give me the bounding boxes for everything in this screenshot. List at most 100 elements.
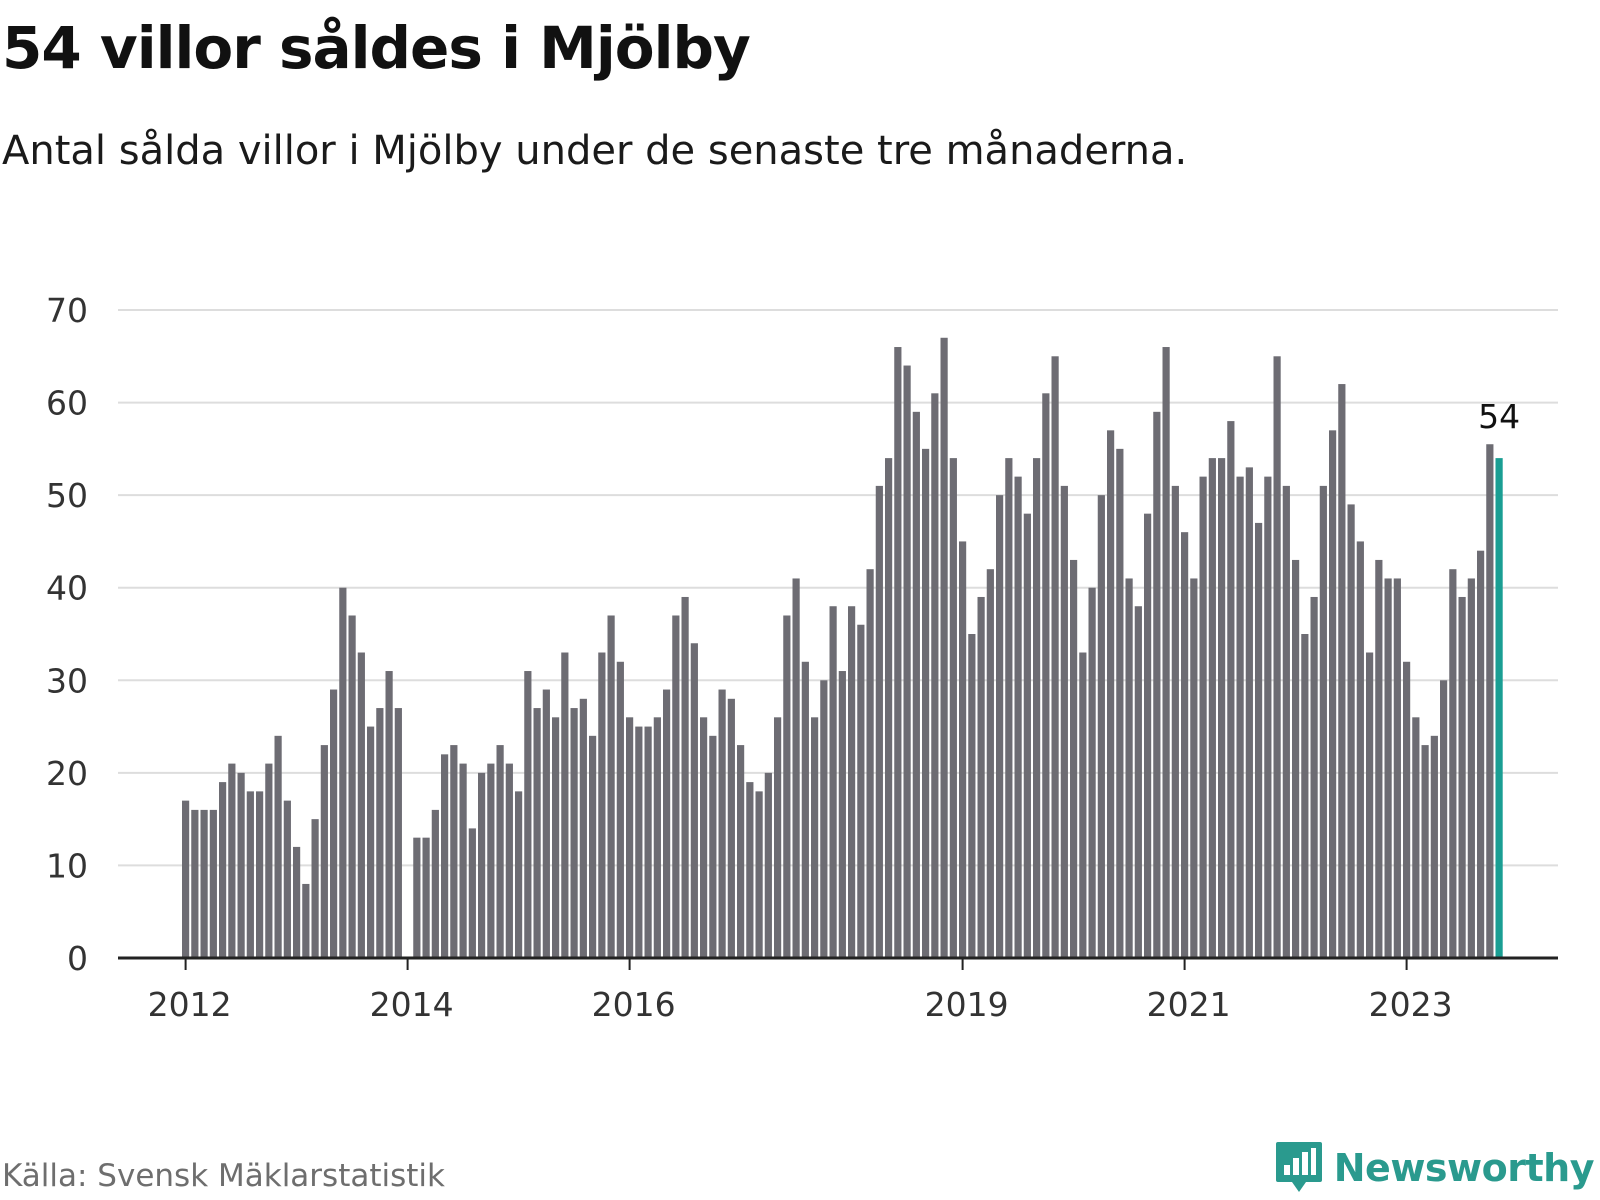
bar	[228, 763, 236, 958]
x-tick-label: 2023	[1369, 985, 1453, 1024]
bar	[1356, 541, 1364, 958]
bar	[1338, 384, 1346, 958]
bar	[894, 347, 902, 958]
bar	[1319, 485, 1327, 958]
bar	[274, 735, 282, 958]
bar	[505, 763, 513, 958]
bar	[450, 745, 458, 958]
bar	[385, 671, 393, 958]
bar	[848, 606, 856, 958]
brand-name: Newsworthy	[1333, 1146, 1595, 1190]
x-tick-label: 2014	[370, 985, 454, 1024]
bar	[487, 763, 495, 958]
chart-subtitle: Antal sålda villor i Mjölby under de sen…	[2, 128, 1188, 174]
bar	[265, 763, 273, 958]
bar	[589, 735, 597, 958]
bar	[311, 819, 319, 958]
bar	[357, 652, 365, 958]
bar	[1042, 393, 1050, 958]
bar	[570, 708, 578, 958]
bar	[931, 393, 939, 958]
data-label: 54	[1478, 397, 1520, 436]
y-tick-label: 70	[46, 291, 88, 330]
bar	[552, 717, 560, 958]
bar	[1273, 356, 1281, 958]
bar-chart: 0 10 20 30 40 50 60 70 54 2012 2014 2016 2019 2021 202…	[46, 291, 1558, 1024]
bar	[1245, 467, 1253, 958]
bar	[533, 708, 541, 958]
bar	[1403, 661, 1411, 958]
bar	[515, 791, 523, 958]
bar	[764, 772, 772, 958]
bar	[1310, 596, 1318, 958]
bar	[690, 643, 698, 958]
bar	[376, 708, 384, 958]
x-tick-label: 2012	[148, 985, 232, 1024]
bar	[237, 772, 245, 958]
bar	[1181, 532, 1189, 958]
bar	[746, 782, 754, 958]
bar	[367, 726, 375, 958]
bar	[1023, 513, 1031, 958]
bar	[903, 365, 911, 958]
bar	[949, 458, 957, 958]
bar	[922, 448, 930, 958]
bar	[1301, 634, 1309, 958]
bar	[681, 596, 689, 958]
bar	[996, 495, 1004, 958]
y-tick-label: 20	[46, 754, 88, 793]
bar	[912, 411, 920, 959]
bar	[468, 828, 476, 958]
bar	[1255, 522, 1263, 958]
bar	[1153, 411, 1161, 959]
source-note: Källa: Svensk Mäklarstatistik	[2, 1158, 445, 1194]
bar	[182, 800, 190, 958]
bar	[783, 615, 791, 958]
bar	[940, 337, 948, 958]
bar	[727, 698, 735, 958]
y-tick-label: 50	[46, 476, 88, 515]
bar	[1014, 476, 1022, 958]
bar	[737, 745, 745, 958]
bar	[1051, 356, 1059, 958]
bar	[413, 837, 421, 958]
bar	[838, 671, 846, 958]
bar	[1125, 578, 1133, 958]
bar	[200, 809, 208, 958]
bar	[644, 726, 652, 958]
bar	[561, 652, 569, 958]
chart-title: 54 villor såldes i Mjölby	[2, 14, 751, 82]
bar	[1190, 578, 1198, 958]
bar	[718, 689, 726, 958]
bar	[478, 772, 486, 958]
bar	[1079, 652, 1087, 958]
x-tick-label: 2021	[1147, 985, 1231, 1024]
bar	[1116, 448, 1124, 958]
bar	[1458, 596, 1466, 958]
bar	[1393, 578, 1401, 958]
bar	[1033, 458, 1041, 958]
bar	[579, 698, 587, 958]
bar	[496, 745, 504, 958]
bar	[1384, 578, 1392, 958]
bar	[1430, 735, 1438, 958]
bar	[1227, 421, 1235, 959]
x-tick-label: 2016	[592, 985, 676, 1024]
bar	[1412, 717, 1420, 958]
bar	[663, 689, 671, 958]
bar	[348, 615, 356, 958]
bar	[866, 569, 874, 958]
bar	[459, 763, 467, 958]
bar	[672, 615, 680, 958]
bar	[1070, 559, 1078, 958]
brand-logo[interactable]: Newsworthy	[1274, 1140, 1595, 1196]
bar	[1162, 347, 1170, 958]
bar	[968, 634, 976, 958]
bar	[219, 782, 227, 958]
bar	[811, 717, 819, 958]
bar	[1264, 476, 1272, 958]
bar	[792, 578, 800, 958]
bar	[320, 745, 328, 958]
bar	[1208, 458, 1216, 958]
bar	[1134, 606, 1142, 958]
